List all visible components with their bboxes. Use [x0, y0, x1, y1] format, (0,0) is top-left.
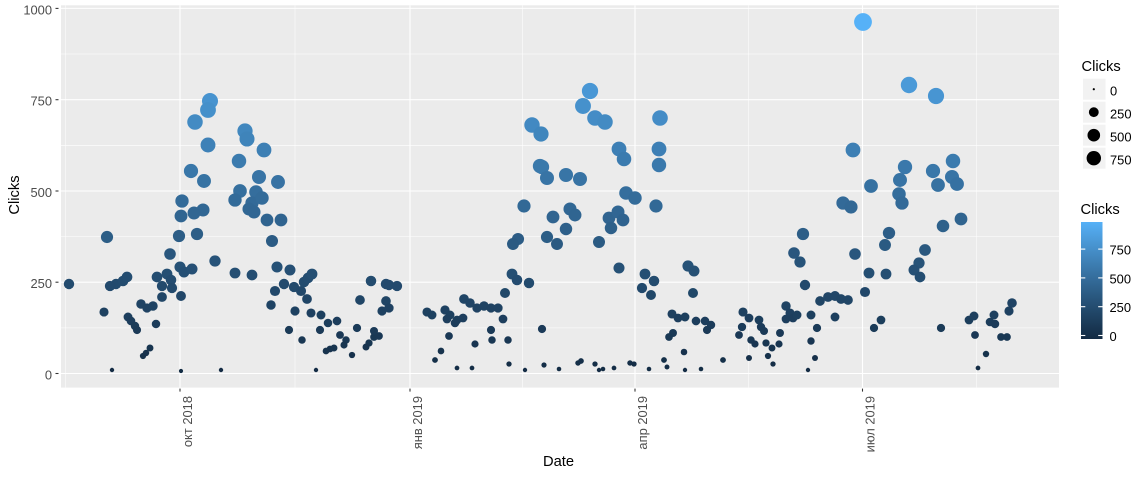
svg-text:0: 0 — [1110, 84, 1117, 99]
svg-text:500: 500 — [1110, 271, 1132, 286]
svg-text:750: 750 — [1110, 153, 1132, 168]
svg-text:500: 500 — [30, 185, 52, 200]
svg-text:250: 250 — [1110, 107, 1132, 122]
svg-text:0: 0 — [1110, 329, 1117, 344]
svg-text:0: 0 — [45, 368, 52, 383]
svg-text:250: 250 — [30, 276, 52, 291]
svg-text:янв 2019: янв 2019 — [410, 396, 425, 449]
svg-text:Clicks: Clicks — [1081, 202, 1120, 218]
svg-text:500: 500 — [1110, 130, 1132, 145]
svg-text:Clicks: Clicks — [1082, 59, 1121, 75]
svg-text:750: 750 — [1110, 243, 1132, 258]
svg-text:Clicks: Clicks — [7, 175, 23, 214]
svg-text:250: 250 — [1110, 300, 1132, 315]
svg-text:1000: 1000 — [23, 2, 52, 17]
svg-text:июл 2019: июл 2019 — [862, 396, 877, 452]
svg-text:750: 750 — [30, 94, 52, 109]
svg-text:Date: Date — [543, 454, 574, 470]
svg-text:апр 2019: апр 2019 — [635, 396, 650, 450]
svg-text:окт 2018: окт 2018 — [180, 396, 195, 447]
